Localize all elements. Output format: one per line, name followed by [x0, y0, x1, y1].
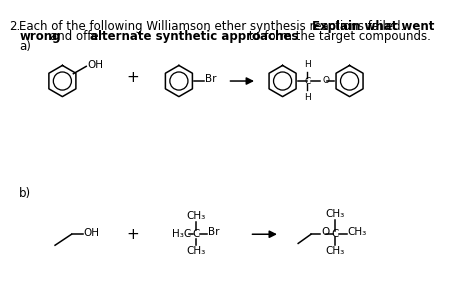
- Text: a): a): [19, 40, 31, 53]
- Text: to form the target compounds.: to form the target compounds.: [245, 30, 431, 43]
- Text: b): b): [19, 186, 31, 200]
- Text: 2.: 2.: [9, 20, 20, 33]
- Text: CH₃: CH₃: [348, 227, 367, 237]
- Text: CH₃: CH₃: [325, 209, 345, 219]
- Text: O: O: [321, 227, 329, 237]
- Text: CH₃: CH₃: [325, 246, 345, 256]
- Text: CH₃: CH₃: [187, 211, 206, 221]
- Text: H: H: [304, 93, 311, 102]
- Text: C: C: [304, 77, 310, 86]
- Text: +: +: [127, 227, 139, 242]
- Text: O: O: [322, 75, 329, 85]
- Text: +: +: [127, 70, 139, 85]
- Text: C: C: [331, 229, 338, 239]
- Text: Br: Br: [208, 227, 220, 237]
- Text: H: H: [304, 60, 311, 69]
- Text: Each of the following Williamson ether synthesis reactions failed.: Each of the following Williamson ether s…: [19, 20, 409, 33]
- Text: C: C: [192, 229, 200, 239]
- Text: Explain what went: Explain what went: [312, 20, 434, 33]
- Text: H₃C: H₃C: [173, 229, 191, 239]
- Text: OH: OH: [83, 228, 100, 238]
- Text: OH: OH: [87, 59, 103, 70]
- Text: alternate synthetic approaches: alternate synthetic approaches: [90, 30, 298, 43]
- Text: Br: Br: [205, 74, 216, 84]
- Text: and offer: and offer: [50, 30, 108, 43]
- Text: CH₃: CH₃: [187, 246, 206, 256]
- Text: wrong: wrong: [19, 30, 61, 43]
